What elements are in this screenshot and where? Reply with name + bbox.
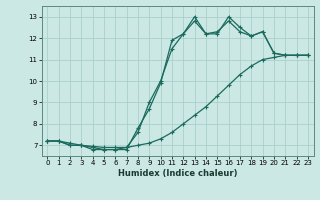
X-axis label: Humidex (Indice chaleur): Humidex (Indice chaleur) bbox=[118, 169, 237, 178]
